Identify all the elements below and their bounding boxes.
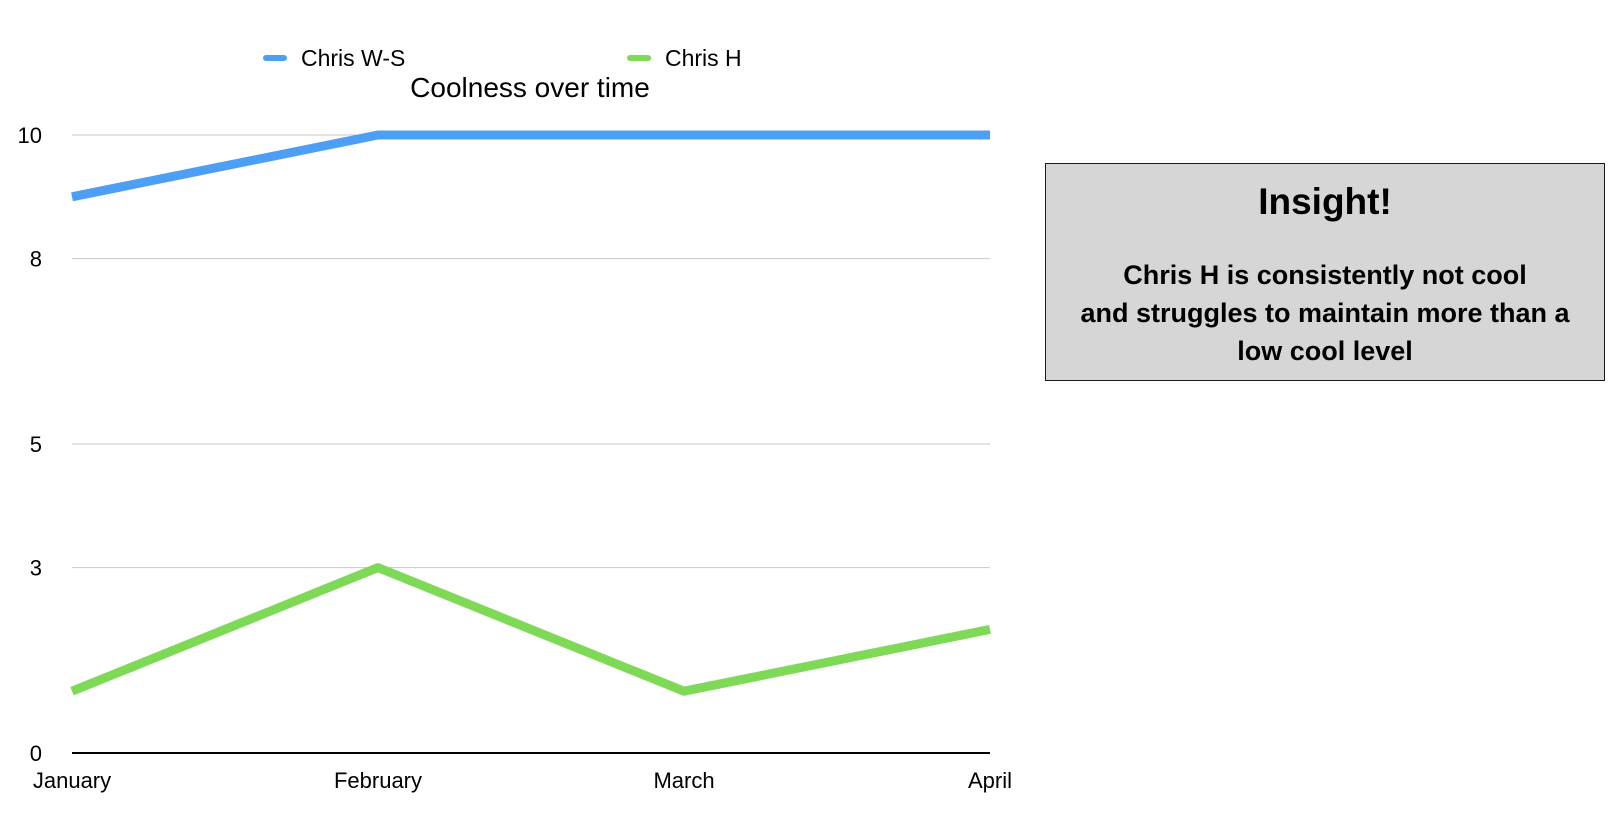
- y-tick-label: 0: [30, 741, 42, 766]
- y-tick-label: 3: [30, 556, 42, 581]
- insight-line: Chris H is consistently not cool: [1123, 260, 1527, 290]
- x-tick-label: January: [33, 768, 111, 793]
- insight-line: and struggles to maintain more than a: [1080, 298, 1570, 328]
- x-tick-label: February: [334, 768, 422, 793]
- y-tick-label: 8: [30, 247, 42, 272]
- insight-body: Chris H is consistently not cool and str…: [1046, 256, 1604, 370]
- legend-label-chris-h: Chris H: [665, 44, 742, 71]
- insight-line: low cool level: [1237, 336, 1413, 366]
- insight-title: Insight!: [1258, 181, 1392, 222]
- legend-label-chris-ws: Chris W-S: [301, 44, 406, 71]
- y-tick-label: 5: [30, 432, 42, 457]
- series-line-0: [71, 130, 990, 202]
- x-tick-label: April: [968, 768, 1012, 793]
- insight-box: Insight! Chris H is consistently not coo…: [1045, 163, 1605, 381]
- legend-swatch-chris-ws: [263, 55, 287, 61]
- x-tick-label: March: [653, 768, 714, 793]
- series-line-1: [70, 563, 991, 696]
- legend-swatch-chris-h: [627, 55, 651, 61]
- y-tick-label: 10: [18, 123, 42, 148]
- legend-item-chris-h: Chris H: [627, 44, 742, 72]
- legend-item-chris-ws: Chris W-S: [263, 44, 405, 72]
- chart-title: Coolness over time: [410, 72, 650, 103]
